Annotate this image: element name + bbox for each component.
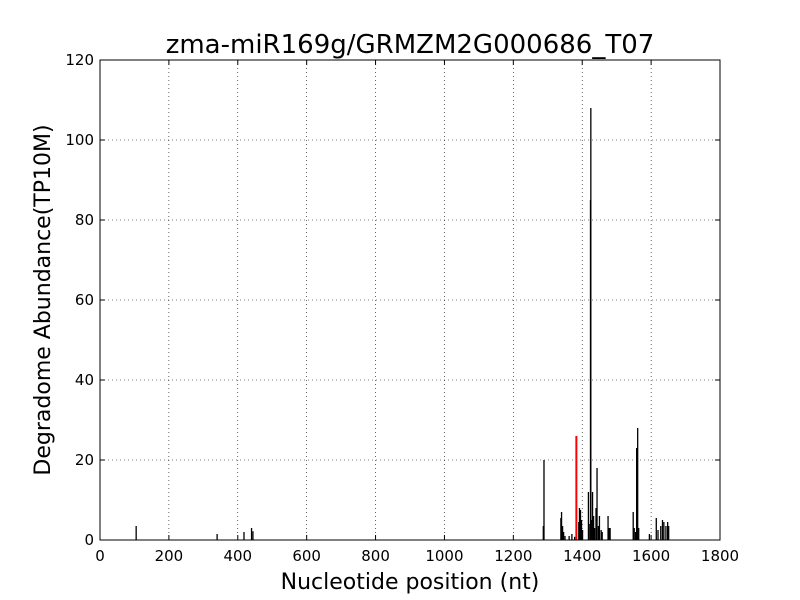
axis-ticks [99,59,721,541]
x-tick-label: 0 [95,547,105,565]
grid-lines [100,60,720,540]
x-tick-label: 1200 [494,547,532,565]
y-tick-label: 40 [75,371,94,389]
y-tick-labels: 0 20 40 60 80 100 120 [65,51,94,549]
x-tick-label: 1600 [632,547,670,565]
y-tick-label: 20 [75,451,94,469]
x-tick-label: 800 [361,547,390,565]
y-axis-label: Degradome Abundance(TP10M) [31,124,56,475]
y-tick-label: 60 [75,291,94,309]
x-tick-label: 1400 [563,547,601,565]
x-tick-label: 1000 [425,547,463,565]
bars [135,108,670,540]
chart-title: zma-miR169g/GRMZM2G000686_T07 [166,30,655,60]
x-tick-label: 400 [223,547,252,565]
y-tick-label: 80 [75,211,94,229]
y-tick-label: 120 [65,51,94,69]
x-tick-labels: 0 200 400 600 800 1000 1200 1400 1600 1800 [95,547,739,565]
x-tick-label: 600 [292,547,321,565]
x-tick-label: 200 [155,547,184,565]
y-tick-label: 100 [65,131,94,149]
x-tick-label: 1800 [701,547,739,565]
y-tick-label: 0 [84,531,94,549]
x-axis-label: Nucleotide position (nt) [281,570,540,595]
